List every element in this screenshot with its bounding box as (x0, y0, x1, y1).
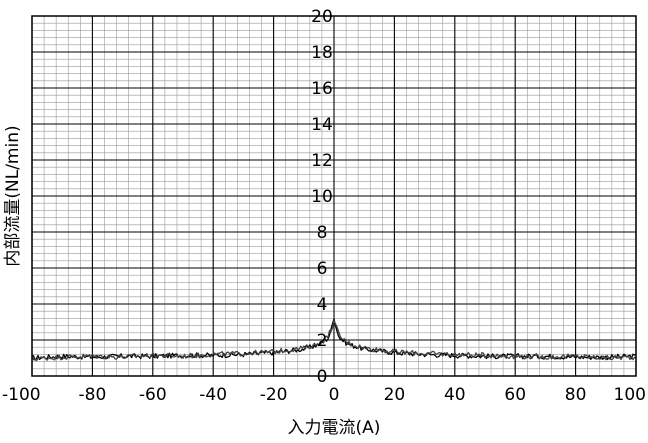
y-tick-label: 16 (311, 79, 333, 99)
series-layer (31, 318, 637, 362)
y-tick-label: 4 (317, 295, 328, 315)
y-tick-label: 10 (311, 187, 333, 207)
x-tick-label: -100 (2, 385, 41, 405)
y-tick-label: 20 (311, 7, 333, 27)
x-tick-label: 0 (329, 385, 340, 405)
y-axis-title: 内部流量(NL/min) (3, 125, 23, 266)
x-tick-label: -40 (199, 385, 227, 405)
y-tick-labels: 0 2 4 6 8 10 12 14 16 18 20 (311, 7, 333, 387)
y-tick-label: 2 (317, 331, 328, 351)
x-tick-label: 80 (565, 385, 587, 405)
y-tick-label: 8 (317, 223, 328, 243)
y-tick-label: 12 (311, 151, 333, 171)
y-tick-label: 6 (317, 259, 328, 279)
x-tick-label: 20 (384, 385, 406, 405)
x-axis-title: 入力電流(A) (288, 418, 381, 438)
x-tick-label: 100 (614, 385, 646, 405)
x-tick-label: -80 (79, 385, 107, 405)
y-tick-label: 14 (311, 115, 333, 135)
y-tick-label: 0 (317, 367, 328, 387)
x-tick-label: -60 (139, 385, 167, 405)
x-tick-label: 40 (444, 385, 466, 405)
x-tick-labels: -100 -80 -60 -40 -20 0 20 40 60 80 100 (2, 385, 646, 405)
series-line-2 (31, 319, 637, 362)
x-tick-label: -20 (260, 385, 288, 405)
plot-frame (31, 15, 637, 377)
x-tick-label: 60 (504, 385, 526, 405)
y-tick-label: 18 (311, 43, 333, 63)
